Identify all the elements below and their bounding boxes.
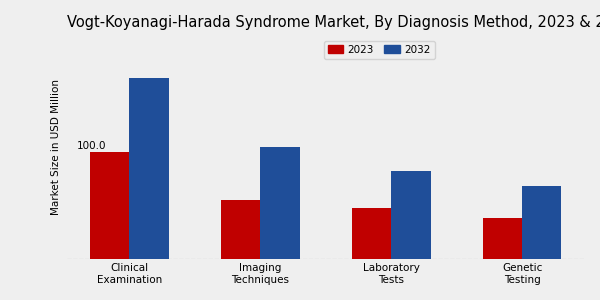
- Bar: [352, 208, 391, 259]
- Y-axis label: Market Size in USD Million: Market Size in USD Million: [51, 79, 61, 215]
- Bar: [90, 152, 130, 259]
- Text: Vogt-Koyanagi-Harada Syndrome Market, By Diagnosis Method, 2023 & 2032: Vogt-Koyanagi-Harada Syndrome Market, By…: [67, 15, 600, 30]
- Bar: [221, 200, 260, 259]
- Bar: [483, 218, 522, 259]
- Bar: [391, 171, 431, 259]
- Text: 100.0: 100.0: [76, 141, 106, 151]
- Bar: [260, 147, 299, 259]
- Bar: [130, 78, 169, 259]
- Bar: [522, 186, 562, 259]
- Legend: 2023, 2032: 2023, 2032: [323, 40, 434, 59]
